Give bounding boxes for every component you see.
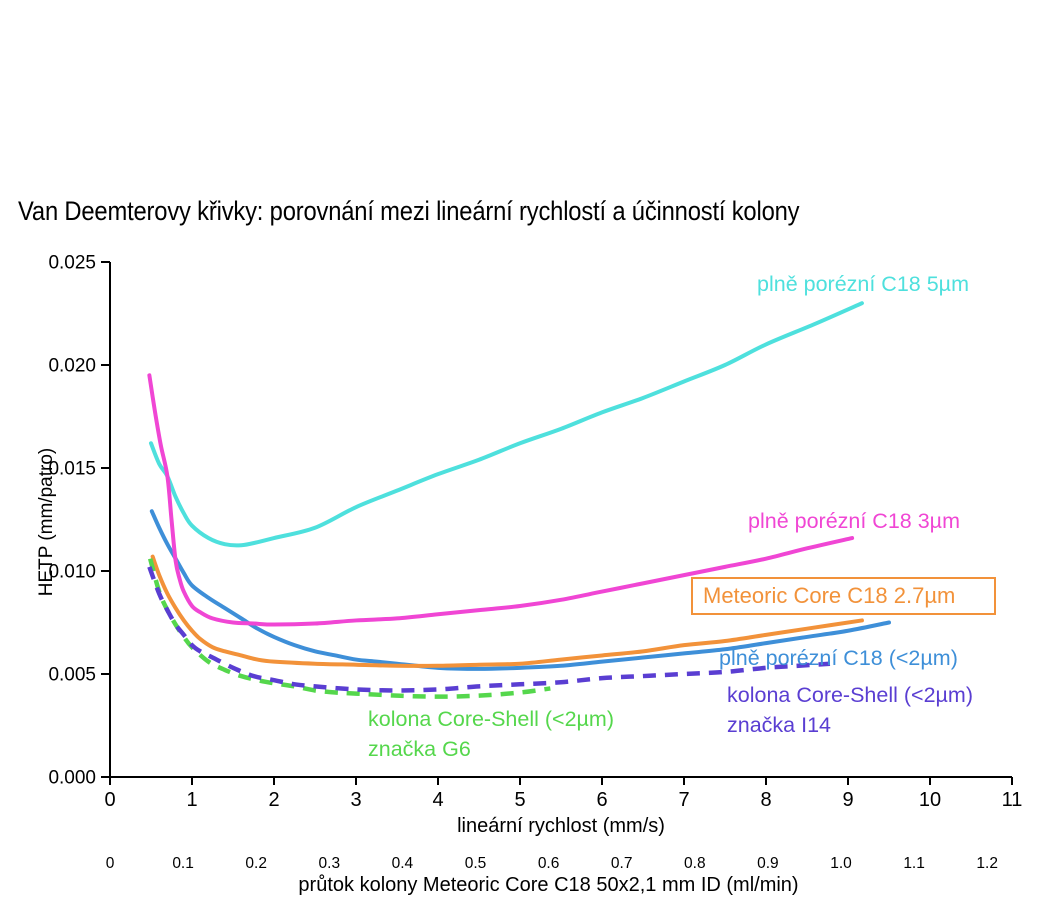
x2-tick-label: 0.8: [684, 855, 706, 872]
curve-c18-3um: [147, 373, 855, 627]
series-label-meteoric-core: Meteoric Core C18 2.7µm: [691, 577, 996, 615]
x-tick-label: 0: [104, 789, 115, 811]
curve-meteoric-core: [150, 554, 864, 668]
x-tick-label: 11: [1002, 789, 1023, 811]
series-label-line: kolona Core-Shell (<2µm): [727, 683, 974, 707]
x-tick-label: 4: [432, 789, 443, 811]
x-tick-label: 7: [678, 789, 689, 811]
y-tick-label: 0.005: [48, 665, 96, 686]
series-label-line: značka I14: [727, 713, 831, 737]
curve-c18-5um: [149, 301, 864, 548]
series-label-line: Meteoric Core C18 2.7µm: [703, 583, 956, 608]
x2-tick-label: 0.3: [319, 855, 341, 872]
x2-tick-label: 1.1: [903, 855, 925, 872]
secondary-x-axis-label: průtok kolony Meteoric Core C18 50x2,1 m…: [298, 874, 799, 896]
x-tick-label: 8: [760, 789, 771, 811]
series-label-line: kolona Core-Shell (<2µm): [368, 707, 615, 731]
series-label-c18-3um: plně porézní C18 3µm: [748, 506, 960, 536]
x-tick-label: 9: [842, 789, 853, 811]
y-tick-label: 0.025: [48, 253, 96, 274]
x-tick-label: 1: [186, 789, 197, 811]
x2-tick-label: 0.4: [392, 855, 414, 872]
curve-coreshell-g6: [148, 558, 551, 699]
x2-tick-label: 0.2: [245, 855, 267, 872]
x2-tick-label: 1.2: [976, 855, 998, 872]
series-label-line: značka G6: [368, 737, 471, 761]
x-tick-label: 2: [268, 789, 279, 811]
chart-title: Van Deemterovy křivky: porovnání mezi li…: [18, 196, 800, 226]
x2-tick-label: 0.7: [611, 855, 633, 872]
y-tick-label: 0.010: [48, 562, 96, 583]
y-tick-label: 0.000: [48, 768, 96, 789]
x2-tick-label: 1.0: [830, 855, 852, 872]
curve-c18-sub2um: [149, 509, 891, 671]
curve-coreshell-i14: [147, 566, 831, 693]
x-tick-label: 6: [596, 789, 607, 811]
series-label-c18-5um: plně porézní C18 5µm: [757, 269, 969, 299]
series-label-coreshell-g6: kolona Core-Shell (<2µm) značka G6: [368, 704, 614, 764]
x2-tick-label: 0: [106, 855, 115, 872]
x2-tick-label: 0.9: [757, 855, 779, 872]
x2-tick-label: 0.1: [172, 855, 194, 872]
series-label-line: plně porézní C18 (<2µm): [719, 646, 958, 670]
y-tick-label: 0.020: [48, 356, 96, 377]
series-label-line: plně porézní C18 5µm: [757, 272, 969, 296]
series-label-c18-sub2um: plně porézní C18 (<2µm): [719, 643, 958, 673]
x2-tick-label: 0.6: [538, 855, 560, 872]
series-label-coreshell-i14: kolona Core-Shell (<2µm) značka I14: [727, 680, 973, 740]
x2-tick-label: 0.5: [465, 855, 487, 872]
series-label-line: plně porézní C18 3µm: [748, 509, 960, 533]
y-tick-label: 0.015: [48, 459, 96, 480]
x-axis-label: lineární rychlost (mm/s): [457, 815, 665, 837]
x-tick-label: 3: [350, 789, 361, 811]
x-tick-label: 5: [514, 789, 525, 811]
x-tick-label: 10: [919, 789, 941, 811]
